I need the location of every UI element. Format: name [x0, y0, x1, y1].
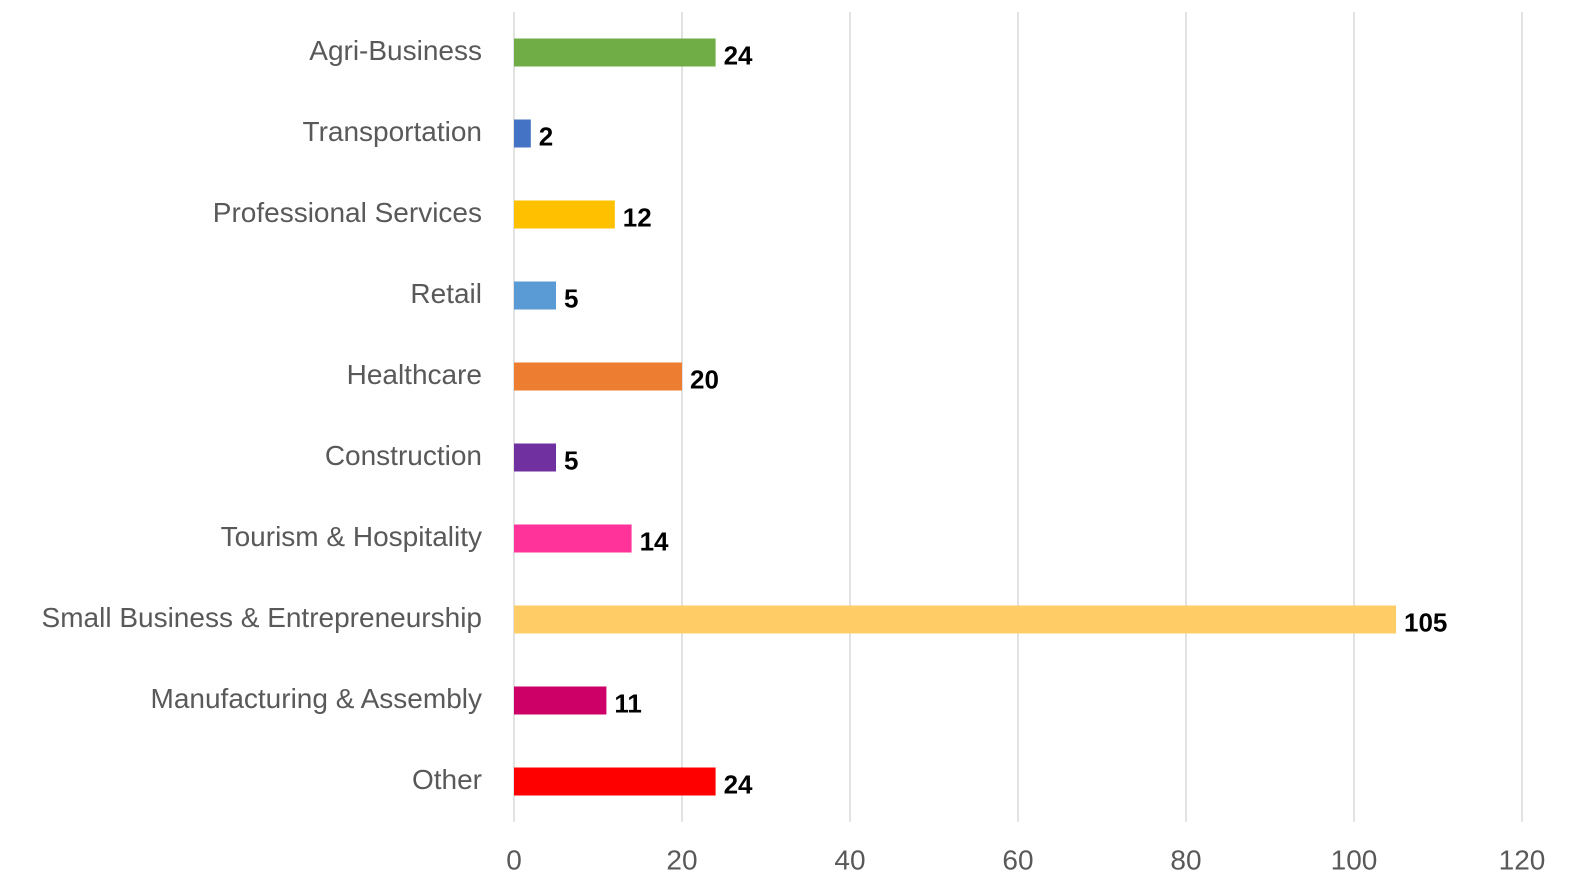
x-tick-label: 0 [506, 844, 522, 875]
x-tick-label: 60 [1002, 844, 1033, 875]
bar [514, 119, 531, 148]
value-label: 24 [724, 40, 753, 70]
y-tick-label: Healthcare [347, 359, 482, 390]
y-tick-label: Construction [325, 440, 482, 471]
x-tick-label: 120 [1499, 844, 1546, 875]
x-tick-label: 100 [1331, 844, 1378, 875]
bar [514, 767, 716, 796]
value-label: 5 [564, 445, 578, 475]
y-tick-label: Other [412, 764, 482, 795]
bar [514, 605, 1396, 634]
x-tick-label: 40 [834, 844, 865, 875]
value-label: 105 [1404, 607, 1447, 637]
bar [514, 524, 632, 553]
value-label: 14 [640, 526, 669, 556]
y-tick-label: Transportation [303, 116, 483, 147]
y-tick-label: Professional Services [213, 197, 482, 228]
value-label: 2 [539, 121, 553, 151]
x-tick-label: 80 [1170, 844, 1201, 875]
y-tick-label: Small Business & Entrepreneurship [42, 602, 482, 633]
bar [514, 362, 682, 391]
bar [514, 281, 556, 310]
bar [514, 38, 716, 67]
x-tick-label: 20 [666, 844, 697, 875]
value-label: 20 [690, 364, 719, 394]
y-tick-label: Manufacturing & Assembly [151, 683, 483, 714]
bar [514, 443, 556, 472]
value-label: 12 [623, 202, 652, 232]
value-label: 11 [614, 688, 642, 718]
value-label: 5 [564, 283, 578, 313]
bar [514, 200, 615, 229]
bar [514, 686, 607, 715]
y-tick-label: Retail [410, 278, 482, 309]
value-label: 24 [724, 769, 753, 799]
y-tick-label: Agri-Business [309, 35, 482, 66]
y-tick-label: Tourism & Hospitality [221, 521, 482, 552]
